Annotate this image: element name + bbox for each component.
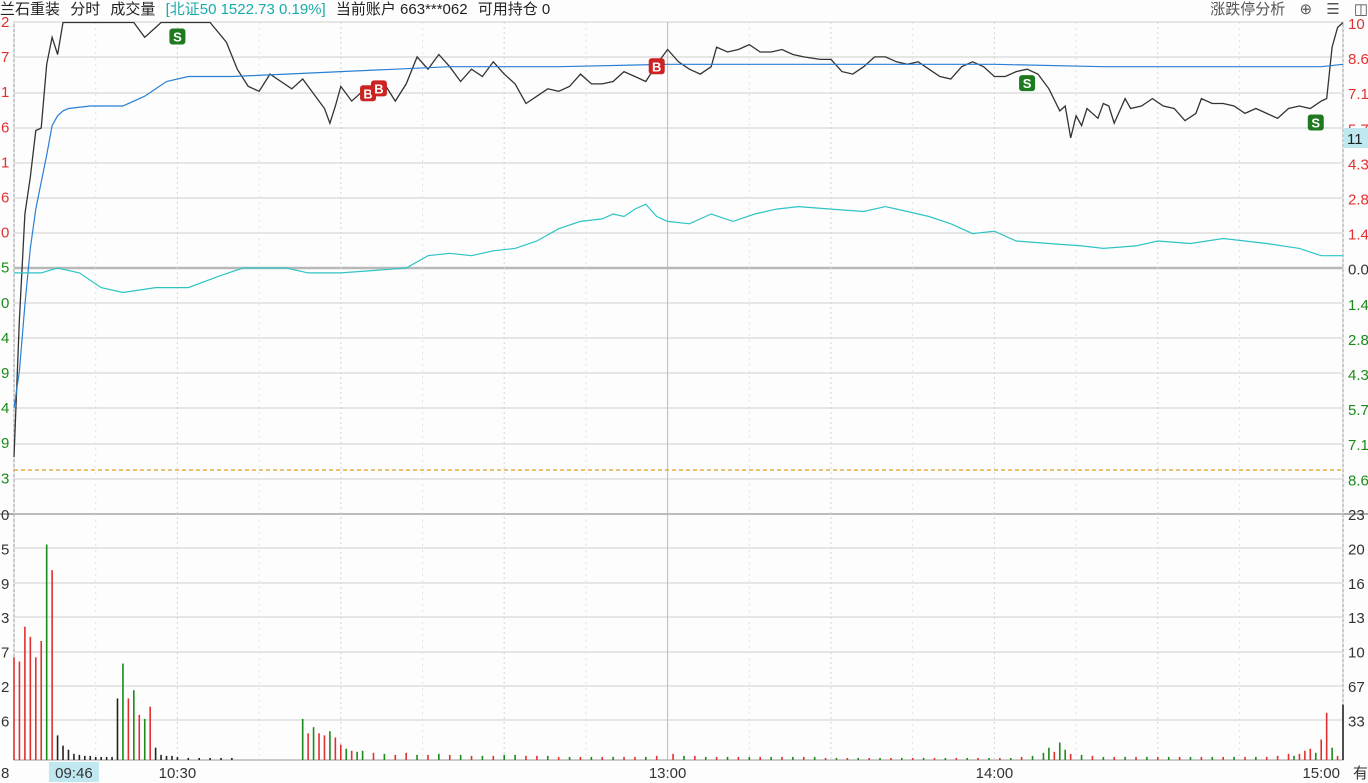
left-price-tick: 4 xyxy=(1,330,9,347)
right-pct-tick: 10 xyxy=(1348,16,1365,33)
right-volume-tick: 10 xyxy=(1348,645,1365,662)
x-tick: 10:30 xyxy=(159,765,197,782)
chart-header: 兰石重装 分时 成交量 [北证50 1522.73 0.19%] 当前账户 66… xyxy=(0,0,1368,22)
buy-marker xyxy=(648,58,665,75)
up-arrow-icon[interactable]: ⊕ xyxy=(1299,1,1313,18)
marker-label: B xyxy=(363,86,372,101)
left-price-tick: 0 xyxy=(1,295,9,312)
x-tick: 15:00 xyxy=(1302,765,1340,782)
right-pct-tick: 7.1 xyxy=(1348,86,1368,103)
right-volume-tick: 20 xyxy=(1348,541,1365,558)
left-price-tick: 9 xyxy=(1,435,9,452)
index-quote: [北证50 1522.73 0.19%] xyxy=(165,1,326,18)
marker-label: S xyxy=(173,30,182,45)
sell-marker xyxy=(169,28,186,45)
right-pct-tick: 8.6 xyxy=(1348,51,1368,68)
tool-bar: 涨跌停分析 ⊕ ☰ ◫ xyxy=(1200,0,1368,22)
right-pct-tick: 1.4 xyxy=(1348,227,1368,244)
left-price-tick: 4 xyxy=(1,400,9,417)
left-volume-tick: 6 xyxy=(1,713,9,730)
right-pct-tick: 5.7 xyxy=(1348,402,1368,419)
mode-label[interactable]: 分时 xyxy=(70,1,101,18)
marker-label: S xyxy=(1023,76,1032,91)
right-pct-tick: 4.3 xyxy=(1348,156,1368,173)
left-price-tick: 3 xyxy=(1,470,9,487)
marker-label: S xyxy=(1311,115,1320,130)
right-volume-tick: 16 xyxy=(1348,576,1365,593)
marker-label: B xyxy=(374,81,383,96)
left-price-tick: 2 xyxy=(1,14,9,31)
crosshair-time-box xyxy=(48,762,99,782)
current-pct-label: 11 xyxy=(1347,131,1363,148)
left-price-tick: 1 xyxy=(1,154,9,171)
stock-name[interactable]: 兰石重装 xyxy=(0,1,61,18)
sell-marker xyxy=(1019,75,1036,92)
right-volume-tick: 13 xyxy=(1348,610,1365,627)
x-tick: 14:00 xyxy=(976,765,1014,782)
corner-label: 8 xyxy=(1,765,9,782)
chart-frame xyxy=(13,21,1344,761)
left-price-tick: 6 xyxy=(1,119,9,136)
right-pct-tick: 4.3 xyxy=(1348,367,1368,384)
left-volume-tick: 7 xyxy=(1,645,9,662)
account-text: 当前账户 663***062 xyxy=(335,1,468,18)
left-volume-tick: 2 xyxy=(1,679,9,696)
volume-label: 成交量 xyxy=(110,1,156,18)
right-pct-tick: 0.0 xyxy=(1348,262,1368,279)
left-volume-tick: 5 xyxy=(1,541,9,558)
limit-analysis-button[interactable]: 涨跌停分析 xyxy=(1210,1,1286,18)
left-price-tick: 9 xyxy=(1,365,9,382)
index-line xyxy=(14,203,1343,294)
right-volume-tick: 67 xyxy=(1348,679,1365,696)
left-volume-tick: 3 xyxy=(1,610,9,627)
left-price-tick: 7 xyxy=(1,49,9,66)
right-pct-tick: 7.1 xyxy=(1348,437,1368,454)
right-pct-tick: 1.4 xyxy=(1348,297,1368,314)
current-pct-box xyxy=(1344,128,1368,148)
menu-icon[interactable]: ☰ xyxy=(1326,1,1340,18)
holding-text: 可用持仓 0 xyxy=(477,1,551,18)
right-corner-label: 有 xyxy=(1353,765,1368,782)
right-pct-tick: 8.6 xyxy=(1348,472,1368,489)
left-volume-tick: 9 xyxy=(1,576,9,593)
panel-icon[interactable]: ◫ xyxy=(1353,1,1368,18)
sell-marker xyxy=(1307,114,1324,131)
right-pct-tick: 2.8 xyxy=(1348,192,1368,209)
average-line xyxy=(13,63,1344,408)
left-volume-tick: 0 xyxy=(1,507,9,524)
left-price-tick: 6 xyxy=(1,190,9,207)
x-tick: 13:00 xyxy=(649,765,687,782)
x-tick: 09:46 xyxy=(55,765,93,782)
buy-marker xyxy=(370,80,387,97)
right-volume-tick: 33 xyxy=(1348,713,1365,730)
left-price-tick: 5 xyxy=(1,260,9,277)
right-volume-tick: 23 xyxy=(1348,507,1365,524)
marker-label: B xyxy=(652,59,661,74)
right-pct-tick: 2.8 xyxy=(1348,332,1368,349)
left-price-tick: 1 xyxy=(1,84,9,101)
price-line xyxy=(13,21,1344,458)
left-price-tick: 0 xyxy=(1,225,9,242)
